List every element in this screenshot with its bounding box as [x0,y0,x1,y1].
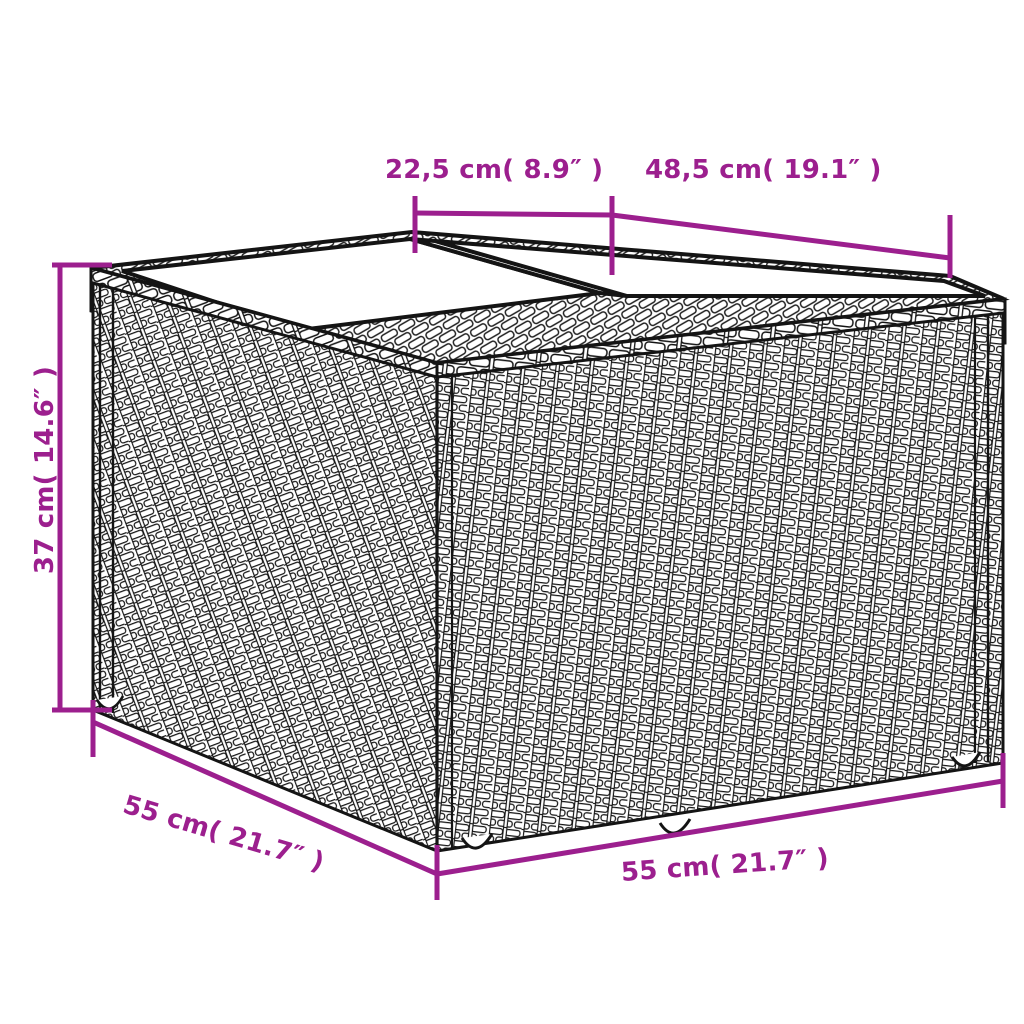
dim-height [52,262,112,713]
dim-top-left-segment [412,196,615,275]
front-face-group [435,311,1005,853]
glass-panel-right [434,239,986,298]
left-face-group [91,281,439,854]
tabletop-back-edge [91,229,951,278]
dim-label-height: 37 cm( 14.6″ ) [30,365,60,575]
dim-label-top-left: 22,5 cm( 8.9″ ) [385,155,604,185]
dim-top-right-segment [611,212,953,278]
dim-width [436,753,1006,877]
front-face-weave [437,313,1003,851]
dim-label-top-right: 48,5 cm( 19.1″ ) [645,155,882,185]
